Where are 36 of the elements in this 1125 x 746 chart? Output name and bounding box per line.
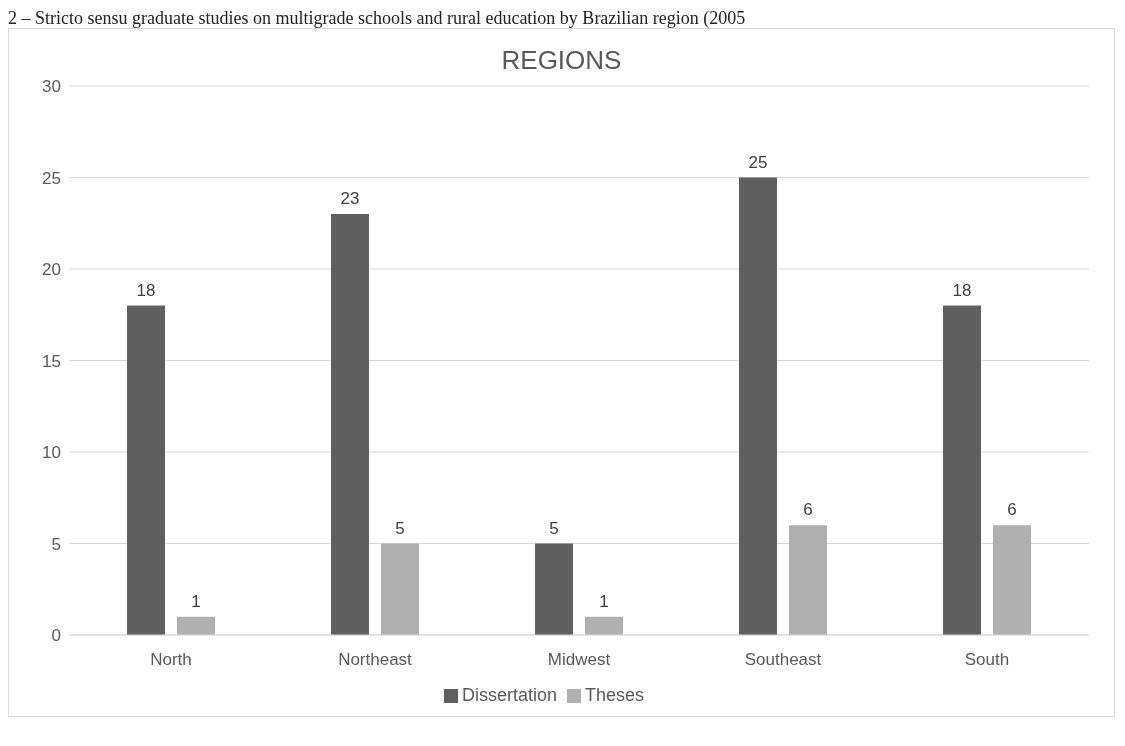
bar bbox=[331, 214, 369, 635]
bar bbox=[993, 525, 1031, 635]
bar bbox=[127, 305, 165, 635]
x-tick-label: Southeast bbox=[744, 650, 822, 670]
legend-label: Dissertation bbox=[461, 685, 557, 705]
y-tick-label: 30 bbox=[42, 77, 61, 97]
bar bbox=[535, 543, 573, 635]
data-label: 25 bbox=[748, 152, 768, 172]
data-label: 1 bbox=[599, 591, 609, 611]
data-label: 6 bbox=[803, 500, 813, 520]
data-label: 6 bbox=[1007, 500, 1017, 520]
bar bbox=[585, 616, 623, 635]
bar bbox=[177, 616, 215, 635]
text: 2 – Stricto sensu graduate studies on multigrade schools and rural education by Brazilian region (2005 bbox=[8, 8, 747, 28]
chart-title: REGIONS bbox=[500, 45, 623, 76]
data-label: 23 bbox=[340, 189, 360, 209]
bar bbox=[789, 525, 827, 635]
x-tick-label: North bbox=[150, 650, 192, 670]
data-label: 5 bbox=[395, 518, 405, 538]
y-tick-label: 25 bbox=[42, 168, 61, 188]
data-label: 1 bbox=[191, 591, 201, 611]
x-tick-label: South bbox=[964, 650, 1010, 670]
x-tick-label: Midwest bbox=[547, 650, 611, 670]
legend-label: Theses bbox=[585, 685, 645, 705]
y-tick-label: 15 bbox=[42, 351, 61, 371]
bar bbox=[381, 543, 419, 635]
data-label: 18 bbox=[952, 280, 972, 300]
data-label: 18 bbox=[136, 280, 156, 300]
y-tick-label: 10 bbox=[42, 443, 61, 463]
y-tick-label: 5 bbox=[51, 534, 61, 554]
data-label: 5 bbox=[549, 518, 559, 538]
x-tick-label: Northeast bbox=[338, 650, 413, 670]
bar bbox=[943, 305, 981, 635]
bar bbox=[739, 177, 777, 635]
y-tick-label: 20 bbox=[42, 260, 61, 280]
y-tick-label: 0 bbox=[51, 626, 61, 646]
